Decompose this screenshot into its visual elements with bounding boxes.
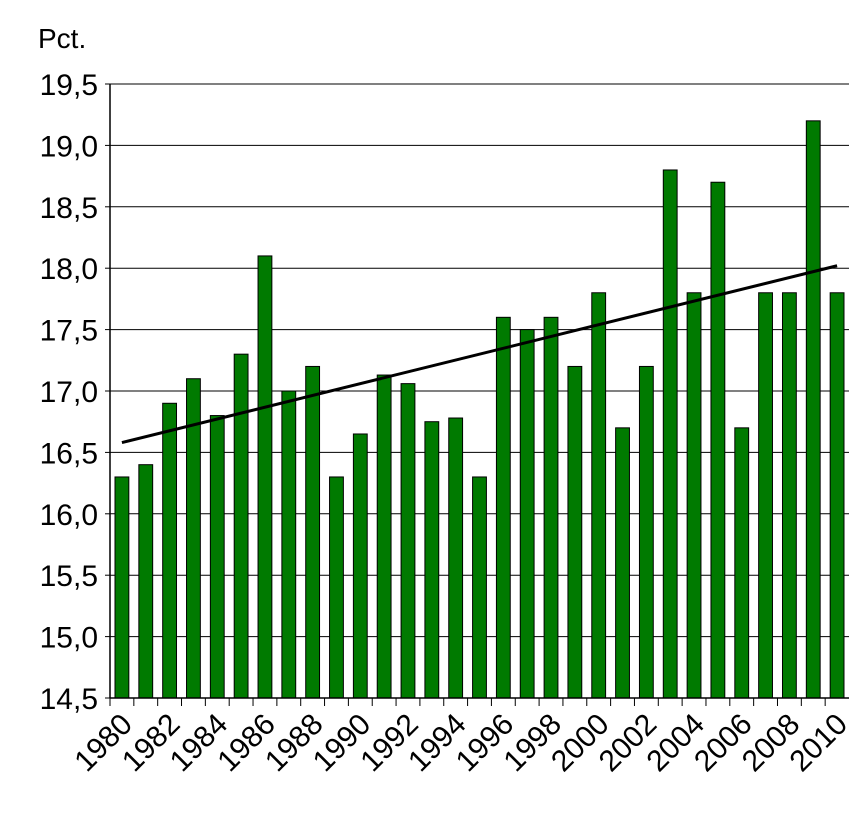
bar [615, 427, 630, 699]
bar [710, 181, 726, 699]
y-tick-label: 16,5 [40, 437, 98, 470]
bar [305, 365, 321, 699]
bar [758, 292, 773, 699]
bar [495, 316, 511, 699]
y-tick-label: 15,0 [40, 622, 98, 655]
chart-title: Pct. [38, 23, 86, 54]
y-tick-label: 16,0 [40, 499, 98, 532]
bar [138, 464, 154, 699]
y-tick-label: 14,5 [40, 683, 98, 716]
bar [209, 415, 225, 699]
bar [638, 365, 654, 699]
trend-line [121, 264, 838, 445]
bar [352, 433, 368, 699]
y-tick-label: 15,5 [40, 560, 98, 593]
y-tick-label: 17,0 [40, 376, 98, 409]
bar [543, 316, 559, 699]
bar [233, 353, 249, 699]
bar [829, 292, 845, 699]
bar [424, 421, 440, 699]
bar [448, 417, 464, 699]
bar [567, 365, 583, 699]
y-tick-label: 17,5 [40, 315, 98, 348]
bar [329, 476, 344, 699]
bar [472, 476, 487, 699]
y-tick-label: 18,0 [40, 253, 98, 286]
bar [686, 292, 702, 699]
bar [519, 329, 535, 699]
bar [257, 255, 273, 699]
bar [376, 374, 392, 699]
y-tick-label: 19,0 [40, 130, 98, 163]
bar [781, 292, 797, 699]
bar [591, 292, 607, 699]
bar [662, 169, 678, 699]
y-tick-label: 19,5 [40, 69, 98, 102]
y-tick-label: 18,5 [40, 192, 98, 225]
bar [805, 120, 821, 699]
bar [734, 427, 750, 699]
bar [400, 383, 416, 699]
bar [114, 476, 130, 699]
bar [162, 402, 178, 699]
bar [281, 390, 297, 699]
